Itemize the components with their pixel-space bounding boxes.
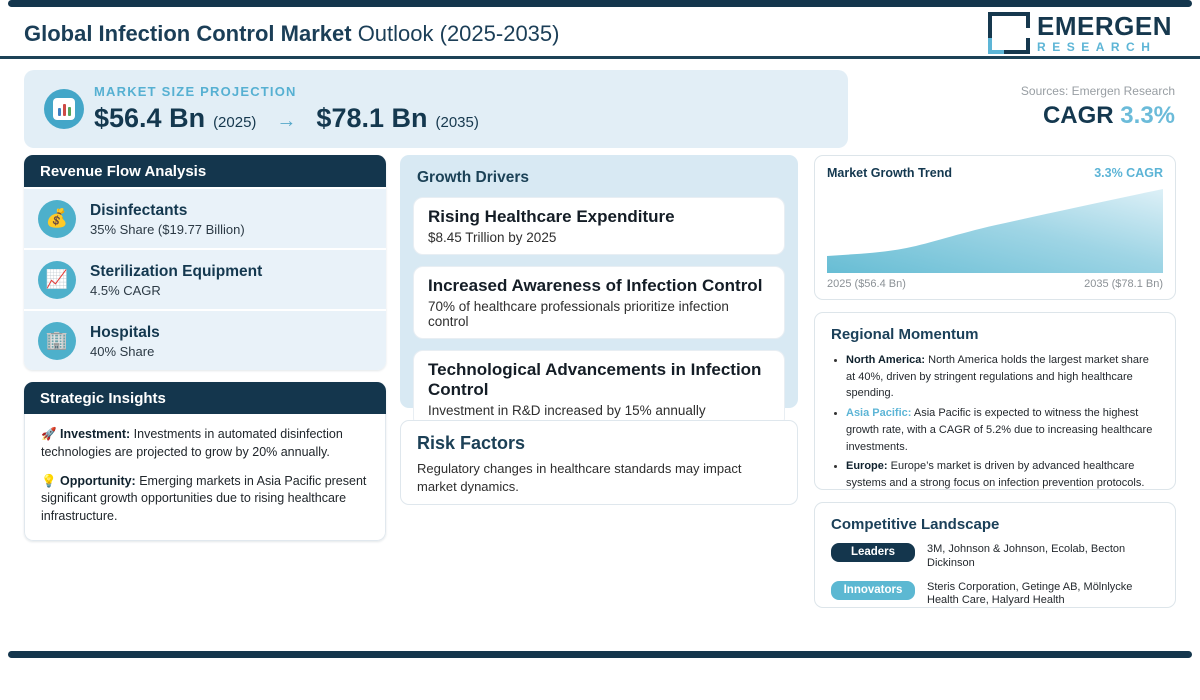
axis-label-right: 2035 ($78.1 Bn): [1084, 278, 1163, 290]
bottom-accent-bar: [8, 651, 1192, 658]
emergen-logo: EMERGEN RESEARCH: [988, 12, 1172, 54]
page-title-bold: Global Infection Control Market: [24, 21, 352, 46]
revenue-item-hospitals: 🏢 Hospitals 40% Share: [24, 311, 386, 370]
region-label: North America:: [846, 354, 926, 366]
lightbulb-icon: 💡: [41, 473, 61, 488]
trend-card-header: Market Growth Trend 3.3% CAGR: [827, 166, 1163, 180]
leaders-companies: 3M, Johnson & Johnson, Ecolab, Becton Di…: [927, 543, 1126, 569]
driver-title: Increased Awareness of Infection Control: [428, 276, 763, 296]
start-value: $56.4 Bn: [94, 103, 206, 133]
risk-factors-text: Regulatory changes in healthcare standar…: [417, 461, 742, 494]
logo-line1: EMERGEN: [1037, 10, 1172, 41]
cagr-value: 3.3%: [1120, 102, 1175, 129]
revenue-flow-panel: Revenue Flow Analysis 💰 Disinfectants 35…: [24, 155, 386, 370]
revenue-item-disinfectants: 💰 Disinfectants 35% Share ($19.77 Billio…: [24, 189, 386, 248]
start-year: (2025): [213, 114, 257, 131]
header-meta: Sources: Emergen Research CAGR 3.3%: [1021, 84, 1175, 130]
region-item-asia-pacific: Asia Pacific: Asia Pacific is expected t…: [846, 405, 1159, 455]
sources-note: Sources: Emergen Research: [1020, 84, 1175, 98]
revenue-item-subtitle: 35% Share ($19.77 Billion): [90, 221, 245, 237]
driver-card-expenditure: Rising Healthcare Expenditure $8.45 Tril…: [413, 197, 785, 256]
logo-notch: [1026, 28, 1031, 38]
page-title: Global Infection Control Market Outlook …: [24, 21, 559, 47]
driver-subtitle: 70% of healthcare professionals prioriti…: [428, 299, 729, 330]
region-label: Europe:: [846, 460, 888, 473]
strategic-insights-panel: Strategic Insights 🚀 Investment: Investm…: [24, 382, 386, 541]
bar-chart-glyph: [53, 98, 75, 120]
innovators-companies: Steris Corporation, Getinge AB, Mölnlyck…: [927, 580, 1133, 607]
strategic-insights-header: Strategic Insights: [24, 382, 386, 414]
rocket-icon: 🚀: [41, 427, 61, 441]
revenue-item-title: Sterilization Equipment: [90, 262, 263, 280]
axis-label-left: 2025 ($56.4 Bn): [827, 278, 906, 290]
insight-label: Opportunity:: [60, 473, 136, 488]
insight-investment: 🚀 Investment: Investments in automated d…: [41, 426, 369, 462]
leaders-badge: Leaders: [831, 543, 915, 562]
strategic-insights-body: 🚀 Investment: Investments in automated d…: [24, 414, 386, 541]
trend-title: Market Growth Trend: [827, 166, 953, 180]
insight-text: Emerging markets in Asia Pacific present…: [41, 473, 367, 524]
insight-text: Investments in automated disinfection te…: [41, 427, 343, 459]
top-accent-bar: [8, 0, 1192, 7]
region-text: Asia Pacific is expected to witness the …: [846, 407, 1153, 453]
innovators-row: Innovators Steris Corporation, Getinge A…: [831, 580, 1159, 609]
market-growth-trend-card: Market Growth Trend 3.3% CAGR 2025 ($56.…: [814, 155, 1176, 300]
revenue-flow-header: Revenue Flow Analysis: [24, 155, 386, 187]
trend-area-chart: [827, 189, 1163, 273]
market-size-banner: MARKET SIZE PROJECTION $56.4 Bn (2025) →…: [24, 70, 848, 148]
trend-arrow-icon: →: [276, 110, 297, 132]
end-value: $78.1 Bn: [316, 103, 428, 133]
insight-label: Investment:: [60, 427, 131, 441]
revenue-item-subtitle: 4.5% CAGR: [90, 282, 161, 298]
region-label: Asia Pacific:: [846, 407, 912, 420]
logo-line2: RESEARCH: [1037, 39, 1157, 54]
bar-chart-icon: [44, 89, 84, 129]
trend-x-axis: 2025 ($56.4 Bn) 2035 ($78.1 Bn): [827, 278, 1163, 290]
banner-label: MARKET SIZE PROJECTION: [94, 84, 297, 99]
regional-momentum-title: Regional Momentum: [831, 326, 979, 343]
driver-title: Rising Healthcare Expenditure: [428, 207, 675, 226]
revenue-item-sterilization: 📈 Sterilization Equipment 4.5% CAGR: [24, 250, 386, 309]
region-item-north-america: North America: North America holds the l…: [846, 352, 1159, 402]
hospital-building-icon: 🏢: [38, 321, 76, 360]
logo-text: EMERGEN RESEARCH: [1037, 13, 1172, 54]
revenue-item-title: Hospitals: [90, 323, 160, 341]
driver-subtitle: $8.45 Trillion by 2025: [428, 230, 557, 246]
end-year: (2035): [435, 114, 479, 131]
regional-momentum-card: Regional Momentum North America: North A…: [814, 312, 1176, 490]
leaders-row: Leaders 3M, Johnson & Johnson, Ecolab, B…: [831, 543, 1159, 571]
money-bag-icon: 💰: [38, 199, 76, 238]
trend-cagr-value: 3.3% CAGR: [1094, 166, 1163, 180]
logo-corner-accent: [988, 38, 1005, 54]
revenue-item-title: Disinfectants: [90, 201, 188, 219]
risk-factors-card: Risk Factors Regulatory changes in healt…: [400, 420, 798, 505]
revenue-item-subtitle: 40% Share: [90, 343, 155, 359]
driver-card-awareness: Increased Awareness of Infection Control…: [413, 266, 785, 340]
region-text: North America holds the largest market s…: [846, 354, 1149, 400]
cagr-callout: CAGR 3.3%: [1021, 102, 1175, 130]
chart-increasing-icon: 📈: [38, 260, 76, 299]
risk-factors-title: Risk Factors: [417, 433, 526, 453]
region-item-europe: Europe: Europe’s market is driven by adv…: [846, 458, 1159, 491]
driver-subtitle: Investment in R&D increased by 15% annua…: [428, 403, 706, 419]
growth-drivers-section: Growth Drivers Rising Healthcare Expendi…: [400, 155, 798, 429]
insight-opportunity: 💡 Opportunity: Emerging markets in Asia …: [41, 473, 369, 526]
region-list: North America: North America holds the l…: [831, 352, 1159, 492]
driver-title: Technological Advancements in Infection …: [428, 360, 762, 400]
header-divider: [0, 56, 1200, 59]
competitive-landscape-title: Competitive Landscape: [831, 516, 1000, 533]
innovators-badge: Innovators: [831, 580, 915, 600]
competitive-landscape-card: Competitive Landscape Leaders 3M, Johnso…: [814, 502, 1176, 608]
driver-card-technology: Technological Advancements in Infection …: [413, 350, 785, 429]
cagr-label: CAGR: [1042, 102, 1121, 129]
banner-values: $56.4 Bn (2025) → $78.1 Bn (2035): [94, 103, 479, 134]
page-title-regular: Outlook (2025-2035): [351, 21, 560, 46]
growth-drivers-title: Growth Drivers: [417, 169, 529, 186]
logo-square-icon: [988, 12, 1031, 54]
region-text: Europe’s market is driven by advanced he…: [846, 460, 1145, 490]
